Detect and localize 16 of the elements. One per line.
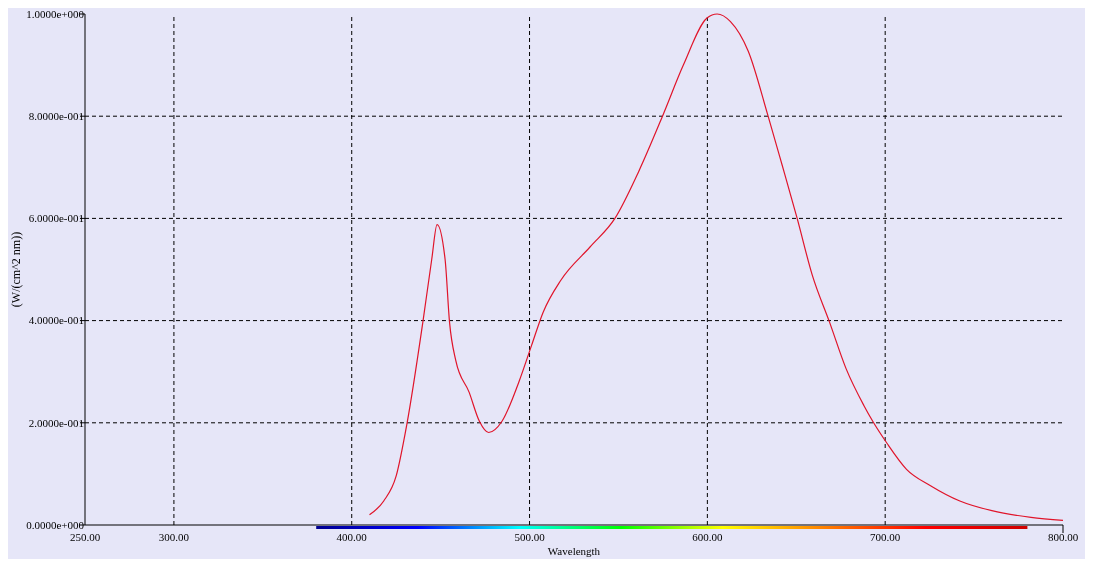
y-tick-label: 8.0000e-001 xyxy=(28,110,84,123)
x-tick-label: 800.00 xyxy=(1047,531,1079,543)
y-tick-label: 1.0000e+000 xyxy=(26,7,85,20)
y-tick-label: 0.0000e+000 xyxy=(26,518,85,531)
x-tick-label: 600.00 xyxy=(692,531,723,543)
x-tick-label: 700.00 xyxy=(870,531,901,543)
x-axis-title: Wavelength xyxy=(547,545,601,557)
x-tick-label: 500.00 xyxy=(514,531,546,543)
y-tick-label: 2.0000e-001 xyxy=(28,416,84,429)
y-tick-label: 4.0000e-001 xyxy=(28,314,84,327)
x-tick-label: 300.00 xyxy=(158,531,190,543)
line-series xyxy=(368,13,1064,521)
x-tick-label: 250.00 xyxy=(69,531,101,543)
x-tick-label: 400.00 xyxy=(336,531,368,543)
y-axis-title: (W/(cm^2 nm)) xyxy=(9,231,23,308)
y-tick-label: 6.0000e-001 xyxy=(28,212,84,225)
